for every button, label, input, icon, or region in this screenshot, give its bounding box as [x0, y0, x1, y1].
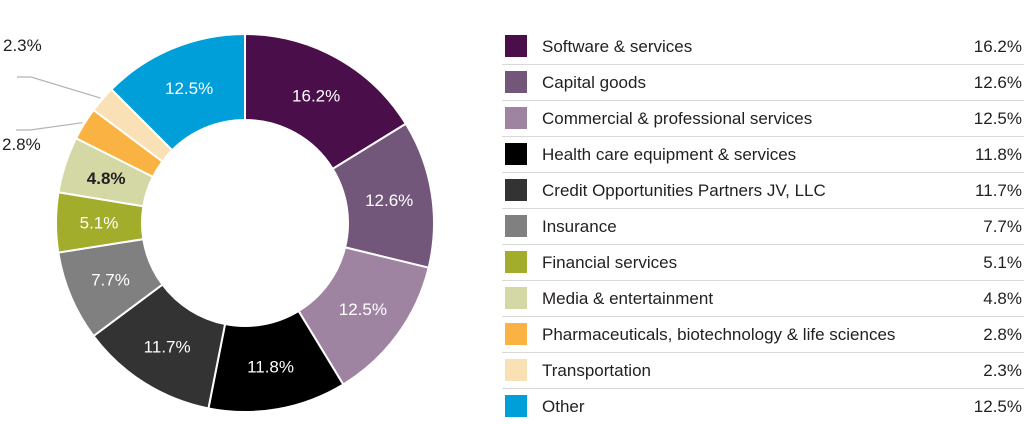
legend-swatch [505, 359, 527, 381]
legend-value: 12.5% [973, 397, 1022, 416]
legend-label: Other [542, 397, 585, 416]
slice-label-commercial-professional-services: 12.5% [339, 300, 387, 319]
legend-value: 5.1% [983, 253, 1022, 272]
legend-item-software-services: Software & services 16.2% [502, 29, 1024, 65]
legend-item-financial-services: Financial services 5.1% [502, 245, 1024, 281]
legend-swatch [505, 395, 527, 417]
legend-label: Insurance [542, 217, 617, 236]
leader-lines [16, 76, 101, 131]
slice-label-other: 12.5% [165, 79, 213, 98]
legend-item-credit-opportunities-partners-jv-llc: Credit Opportunities Partners JV, LLC 11.… [502, 173, 1024, 209]
legend-label: Media & entertainment [542, 289, 714, 308]
legend-item-capital-goods: Capital goods 12.6% [502, 65, 1024, 101]
slice-label-pharmaceuticals-biotechnology-life-sciences: 2.8% [2, 135, 41, 154]
legend-item-health-care-equipment-services: Health care equipment & services 11.8% [502, 137, 1024, 173]
legend-value: 12.6% [973, 73, 1022, 92]
legend-label: Software & services [542, 37, 693, 56]
chart-legend: Software & services 16.2% Capital goods 12.… [502, 29, 1024, 424]
legend-swatch [505, 179, 527, 201]
legend-label: Pharmaceuticals, biotechnology & life sc… [542, 325, 896, 344]
legend-value: 11.7% [975, 181, 1022, 200]
legend-swatch [505, 323, 527, 345]
legend-item-media-entertainment: Media & entertainment 4.8% [502, 281, 1024, 317]
slice-label-transportation: 2.3% [3, 36, 42, 55]
slice-label-insurance: 7.7% [91, 271, 130, 290]
legend-value: 16.2% [973, 37, 1022, 56]
slice-label-financial-services: 5.1% [80, 214, 119, 233]
legend-label: Commercial & professional services [542, 109, 813, 128]
legend-value: 2.3% [983, 361, 1022, 380]
slice-label-capital-goods: 12.6% [365, 191, 413, 210]
donut-segment-other [109, 32, 246, 152]
legend-swatch [505, 35, 527, 57]
legend-label: Transportation [542, 361, 651, 380]
legend-swatch [505, 107, 527, 129]
slice-label-credit-opportunities-partners-jv-llc: 11.7% [144, 338, 191, 357]
leader-line-transportation [17, 76, 101, 99]
legend-item-commercial-professional-services: Commercial & professional services 12.5% [502, 101, 1024, 137]
leader-line-pharmaceuticals-biotechnology-life-sciences [16, 122, 83, 131]
legend-label: Financial services [542, 253, 678, 272]
slice-label-media-entertainment: 4.8% [87, 169, 126, 188]
legend-value: 11.8% [975, 145, 1022, 164]
legend-item-other: Other 12.5% [502, 389, 1024, 424]
legend-value: 7.7% [983, 217, 1022, 236]
legend-swatch [505, 215, 527, 237]
legend-item-insurance: Insurance 7.7% [502, 209, 1024, 245]
legend-swatch [505, 71, 527, 93]
legend-label: Health care equipment & services [542, 145, 797, 164]
slice-labels: 16.2% 12.6% 12.5% 11.8% 11.7% 7.7% 5.1% 4.8% 2.8… [2, 36, 413, 377]
legend-swatch [505, 251, 527, 273]
legend-swatch [505, 287, 527, 309]
legend-value: 12.5% [973, 109, 1022, 128]
donut-chart: 16.2% 12.6% 12.5% 11.8% 11.7% 7.7% 5.1% 4.8% 2.8… [2, 32, 435, 413]
legend-swatch [505, 143, 527, 165]
legend-value: 4.8% [983, 289, 1022, 308]
legend-item-pharmaceuticals-biotechnology-life-sciences: Pharmaceuticals, biotechnology & life sc… [502, 317, 1024, 353]
legend-label: Capital goods [542, 73, 646, 92]
legend-label: Credit Opportunities Partners JV, LLC [542, 181, 826, 200]
slice-label-health-care-equipment-services: 11.8% [247, 358, 294, 377]
legend-value: 2.8% [983, 325, 1022, 344]
donut-segments [55, 32, 435, 413]
slice-label-software-services: 16.2% [292, 87, 340, 106]
legend-item-transportation: Transportation 2.3% [502, 353, 1024, 389]
